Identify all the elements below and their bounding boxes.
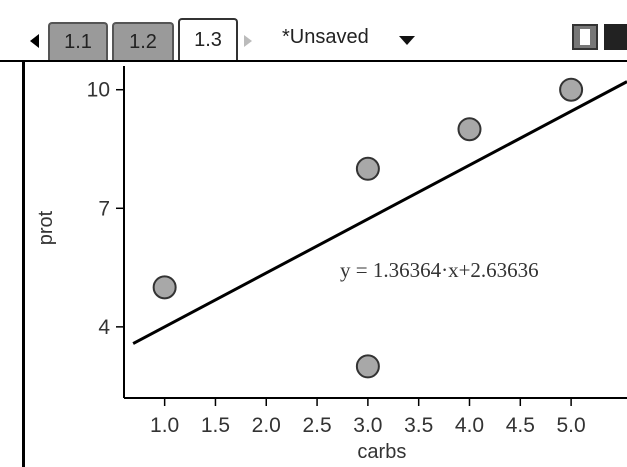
- left-arrow-icon[interactable]: [30, 34, 39, 48]
- y-axis-label: prot: [35, 210, 57, 245]
- y-tick-label: 7: [98, 197, 110, 220]
- y-tick-label: 10: [87, 79, 110, 102]
- x-axis-label: carbs: [357, 441, 406, 463]
- page-layout-icon[interactable]: [572, 24, 598, 50]
- data-points[interactable]: [152, 77, 584, 379]
- dropdown-caret-icon[interactable]: [399, 36, 415, 45]
- axes: [123, 66, 627, 399]
- page-layout-icon-secondary[interactable]: [604, 24, 627, 50]
- x-tick-label: 2.0: [252, 414, 281, 437]
- x-tick-label: 1.5: [201, 414, 230, 437]
- data-point[interactable]: [559, 77, 584, 102]
- right-arrow-icon[interactable]: [244, 35, 252, 47]
- x-tick-label: 4.0: [455, 414, 484, 437]
- data-point[interactable]: [457, 117, 482, 142]
- y-tick-label: 4: [98, 316, 110, 339]
- data-point[interactable]: [355, 156, 380, 181]
- x-tick-label: 3.5: [404, 414, 433, 437]
- tab-1-1[interactable]: 1.1: [48, 22, 108, 60]
- data-point[interactable]: [152, 275, 177, 300]
- x-tick-label: 1.0: [150, 414, 179, 437]
- tick-marks: [116, 88, 572, 406]
- x-tick-label: 5.0: [557, 414, 586, 437]
- tick-labels: 1.0 1.5 2.0 2.5 3.0 3.5 4.0 4.5 5.0 4 7 10: [87, 79, 586, 437]
- regression-equation: y = 1.36364·x+2.63636: [340, 258, 539, 282]
- data-point[interactable]: [355, 354, 380, 379]
- document-title[interactable]: *Unsaved: [282, 26, 369, 48]
- x-tick-label: 4.5: [506, 414, 535, 437]
- workspace-border: [22, 60, 25, 467]
- x-tick-label: 3.0: [353, 414, 382, 437]
- tab-1-2[interactable]: 1.2: [112, 22, 174, 60]
- tab-bar-divider: [0, 60, 627, 62]
- regression-line[interactable]: [132, 80, 627, 345]
- x-tick-label: 2.5: [302, 414, 331, 437]
- tab-1-3[interactable]: 1.3: [178, 18, 238, 62]
- tab-bar: 1.1 1.2 1.3 *Unsaved: [0, 0, 627, 64]
